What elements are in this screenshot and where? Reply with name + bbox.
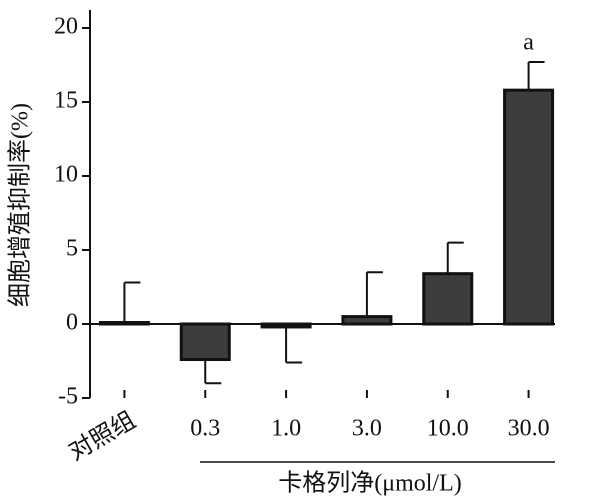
bar [260,322,312,329]
x-tick-label: 10.0 [427,416,469,442]
bar [98,321,150,326]
bar [422,272,474,326]
x-tick-label: 1.0 [271,416,301,442]
x-tick-label: 对照组 [64,407,140,466]
y-tick-label: 20 [54,14,78,40]
x-tick-label: 3.0 [352,416,382,442]
x-group-label: 卡格列净(μmol/L) [278,470,462,497]
bar [503,88,555,326]
y-tick-label: 5 [66,236,78,262]
y-tick-label: 10 [54,162,78,188]
y-tick-label: 15 [54,88,78,114]
y-tick-label: -5 [58,384,78,410]
bar [179,322,231,362]
annotation: a [523,30,534,56]
y-tick-label: 0 [66,310,78,336]
x-tick-label: 30.0 [508,416,550,442]
bar [341,315,393,326]
x-tick-label: 0.3 [190,416,220,442]
y-axis-label: 细胞增殖抑制率(%) [7,103,34,307]
